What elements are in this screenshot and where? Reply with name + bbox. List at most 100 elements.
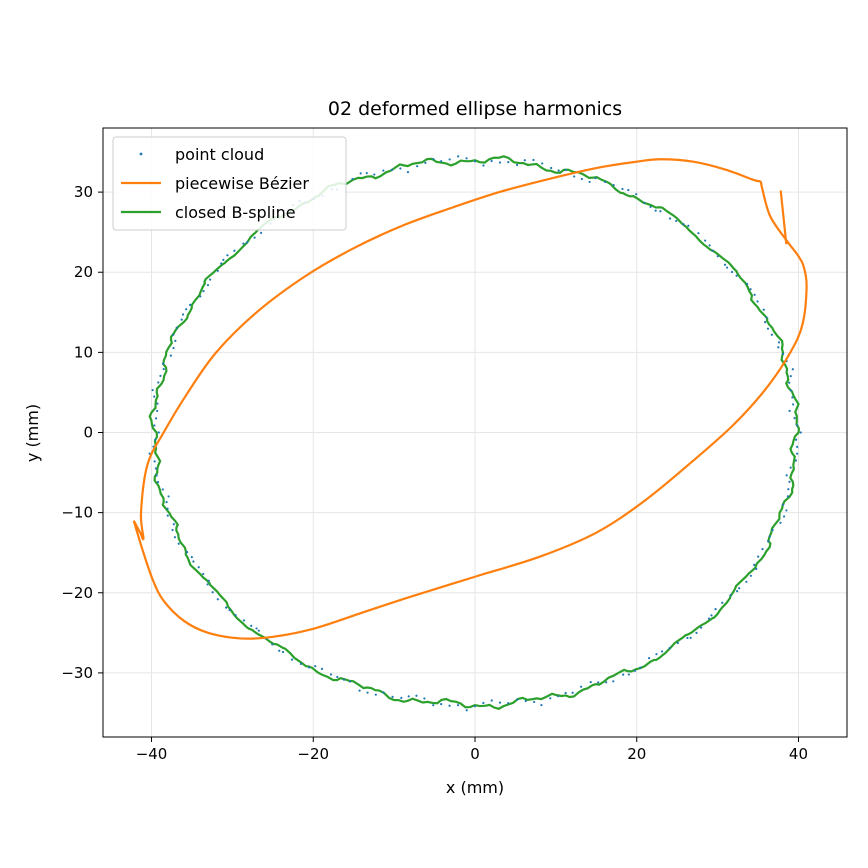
- point: [482, 701, 485, 705]
- point: [432, 704, 435, 707]
- point: [710, 614, 713, 617]
- point: [721, 601, 724, 604]
- point: [621, 187, 624, 191]
- point: [795, 424, 799, 427]
- point: [281, 650, 285, 654]
- point: [406, 170, 410, 174]
- point: [782, 503, 785, 506]
- point: [785, 474, 788, 477]
- point: [777, 341, 781, 344]
- point: [199, 295, 202, 298]
- point: [768, 535, 771, 538]
- point: [686, 636, 689, 640]
- point: [648, 657, 651, 660]
- point: [789, 375, 792, 378]
- point: [226, 254, 229, 257]
- series-piecewise-bezier-segment: [779, 190, 788, 245]
- point: [320, 667, 324, 670]
- point: [473, 160, 477, 163]
- point: [765, 316, 768, 319]
- point: [473, 705, 477, 708]
- point: [169, 354, 172, 357]
- point: [456, 704, 460, 707]
- point: [793, 417, 796, 420]
- point: [746, 282, 749, 286]
- point: [707, 617, 711, 620]
- point: [788, 409, 791, 412]
- point: [507, 161, 510, 164]
- point: [390, 168, 394, 171]
- point: [400, 696, 403, 699]
- point: [228, 608, 231, 612]
- point: [605, 681, 608, 684]
- point: [622, 673, 625, 676]
- point: [779, 521, 782, 524]
- point: [716, 255, 719, 258]
- x-tick-label: −20: [297, 745, 329, 763]
- point: [785, 509, 788, 512]
- point: [753, 563, 756, 567]
- point: [557, 169, 560, 172]
- point: [791, 396, 794, 399]
- x-axis-label: x (mm): [446, 778, 504, 797]
- point: [156, 402, 159, 405]
- point: [791, 368, 794, 371]
- series-closed-bspline: [148, 155, 801, 711]
- point: [787, 488, 790, 491]
- point: [786, 495, 790, 498]
- point: [789, 389, 792, 392]
- point: [482, 164, 485, 167]
- point: [532, 158, 535, 162]
- point: [246, 241, 249, 244]
- point: [524, 699, 527, 703]
- point: [185, 308, 188, 311]
- point: [382, 691, 385, 694]
- point: [181, 313, 185, 316]
- point: [216, 269, 219, 272]
- point: [687, 224, 690, 227]
- point: [202, 289, 205, 293]
- point: [735, 274, 738, 277]
- point: [711, 249, 714, 252]
- point: [174, 339, 177, 343]
- point: [440, 702, 443, 706]
- point: [635, 193, 638, 196]
- point: [782, 515, 786, 518]
- point: [516, 698, 519, 701]
- point: [299, 662, 303, 666]
- point: [207, 579, 210, 582]
- point: [220, 262, 223, 265]
- point: [278, 649, 281, 652]
- point: [391, 695, 394, 698]
- point: [764, 321, 767, 324]
- y-tick-label: 0: [83, 424, 93, 442]
- point: [177, 542, 180, 545]
- point: [612, 184, 615, 187]
- legend: point cloud piecewise Bézier closed B-spli…: [112, 136, 347, 231]
- point: [540, 703, 543, 707]
- point: [700, 626, 703, 629]
- point: [432, 158, 435, 161]
- point: [564, 691, 567, 695]
- point: [799, 431, 802, 434]
- point: [358, 689, 361, 692]
- point: [579, 685, 583, 688]
- point: [465, 157, 468, 160]
- x-tick-label: −40: [136, 745, 168, 763]
- point: [171, 528, 174, 532]
- point: [788, 381, 791, 384]
- point: [594, 176, 597, 180]
- point: [172, 523, 175, 526]
- point: [490, 159, 493, 163]
- point: [745, 580, 748, 583]
- point: [682, 223, 685, 226]
- point: [523, 159, 526, 162]
- point: [167, 495, 170, 498]
- point: [155, 474, 158, 477]
- point: [676, 641, 679, 645]
- point: [550, 166, 553, 170]
- point: [770, 333, 773, 336]
- point: [151, 388, 154, 392]
- y-tick-label: −10: [61, 504, 93, 522]
